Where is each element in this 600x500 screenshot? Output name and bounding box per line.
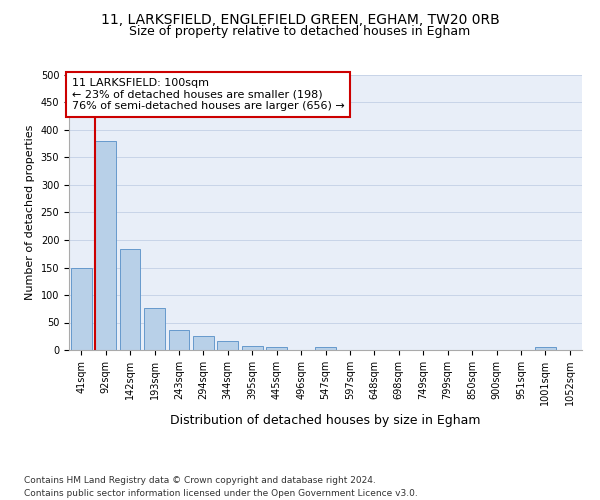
Bar — [169, 330, 190, 350]
Text: Contains HM Land Registry data © Crown copyright and database right 2024.: Contains HM Land Registry data © Crown c… — [24, 476, 376, 485]
Bar — [217, 340, 238, 350]
Y-axis label: Number of detached properties: Number of detached properties — [25, 125, 35, 300]
Bar — [71, 268, 92, 350]
Bar — [144, 308, 165, 350]
X-axis label: Distribution of detached houses by size in Egham: Distribution of detached houses by size … — [170, 414, 481, 426]
Text: Contains public sector information licensed under the Open Government Licence v3: Contains public sector information licen… — [24, 489, 418, 498]
Text: 11, LARKSFIELD, ENGLEFIELD GREEN, EGHAM, TW20 0RB: 11, LARKSFIELD, ENGLEFIELD GREEN, EGHAM,… — [101, 12, 499, 26]
Text: Size of property relative to detached houses in Egham: Size of property relative to detached ho… — [130, 25, 470, 38]
Bar — [119, 250, 140, 350]
Bar — [315, 347, 336, 350]
Bar — [266, 347, 287, 350]
Text: 11 LARKSFIELD: 100sqm
← 23% of detached houses are smaller (198)
76% of semi-det: 11 LARKSFIELD: 100sqm ← 23% of detached … — [71, 78, 344, 111]
Bar — [193, 336, 214, 350]
Bar — [242, 346, 263, 350]
Bar — [95, 141, 116, 350]
Bar — [535, 347, 556, 350]
